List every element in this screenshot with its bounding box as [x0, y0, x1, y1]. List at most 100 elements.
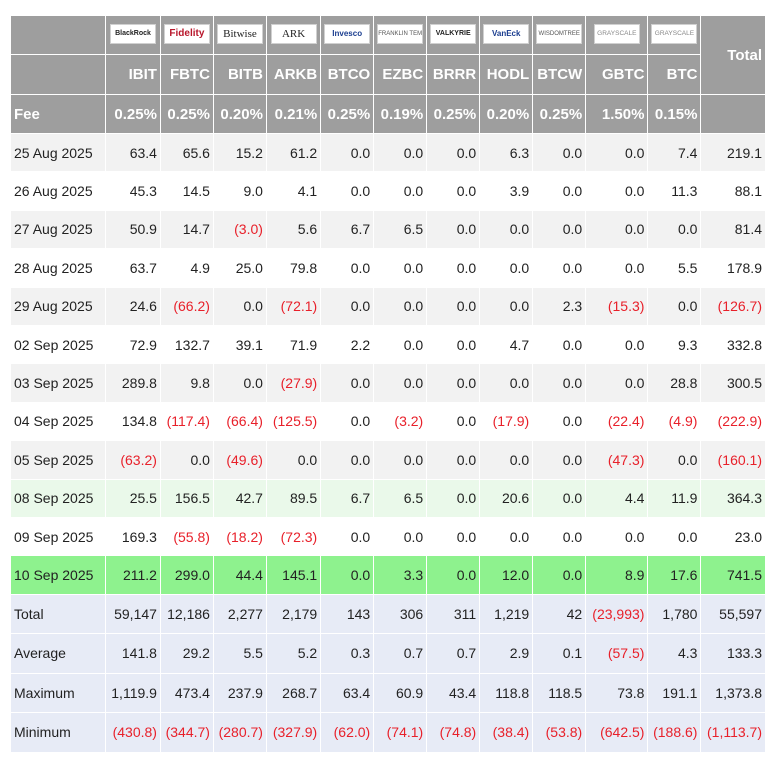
summary-value-cell: 5.5 [212, 633, 267, 674]
table-row: 26 Aug 2025 45.3 14.5 9.0 4.1 0.0 0.0 0.0 3.9 0.0… [9, 171, 766, 211]
issuer-logo-row: BlackRock Fidelity Bitwise ARK Invesco FRANKL… [9, 15, 766, 95]
flow-value-cell: 0.0 [320, 132, 375, 173]
flow-value-cell: (15.3) [585, 286, 649, 326]
summary-label: Total [9, 593, 107, 635]
bitwise-logo: Bitwise [216, 23, 263, 44]
flow-value-cell: 0.0 [585, 248, 649, 288]
date-cell: 09 Sep 2025 [9, 516, 107, 557]
flow-value-cell: 0.0 [426, 363, 481, 403]
flow-value-cell: 0.0 [585, 132, 649, 173]
flow-value-cell: 11.3 [647, 171, 702, 211]
flow-value-cell: 0.0 [373, 286, 428, 326]
flow-value-cell: 0.0 [159, 440, 214, 480]
summary-value-cell: (57.5) [585, 633, 649, 674]
flow-value-cell: 6.7 [320, 478, 375, 518]
flow-value-cell: (3.2) [373, 401, 428, 442]
flow-value-cell: (55.8) [159, 516, 214, 557]
summary-value-cell: 473.4 [159, 672, 214, 714]
flow-value-cell: 28.8 [647, 363, 702, 403]
flow-value-cell: 145.1 [265, 555, 322, 595]
flow-value-cell: (63.2) [105, 440, 161, 480]
ticker-header: BTCW [532, 54, 587, 95]
flow-value-cell: 0.0 [479, 248, 534, 288]
summary-value-cell: 143 [320, 593, 375, 635]
summary-value-cell: 1,119.9 [105, 672, 161, 714]
flow-value-cell: 39.1 [212, 324, 267, 365]
table-row: 28 Aug 2025 63.7 4.9 25.0 79.8 0.0 0.0 0.0 0.0 0.… [9, 248, 766, 288]
summary-value-cell: 12,186 [159, 593, 214, 635]
fidelity-logo: Fidelity [163, 23, 210, 44]
flow-value-cell: 0.0 [373, 324, 428, 365]
flow-value-cell: 0.0 [532, 478, 587, 518]
flow-value-cell: 0.0 [426, 286, 481, 326]
flow-value-cell: 134.8 [105, 401, 161, 442]
flow-value-cell: 0.0 [532, 171, 587, 211]
flow-value-cell: 14.7 [159, 209, 214, 250]
flow-value-cell: 0.0 [532, 440, 587, 480]
flow-value-cell: 9.8 [159, 363, 214, 403]
table-row: 27 Aug 2025 50.9 14.7 (3.0) 5.6 6.7 6.5 0.0 0.0 0… [9, 209, 766, 250]
flow-value-cell: 299.0 [159, 555, 214, 595]
flow-value-cell: 88.1 [700, 171, 766, 211]
flow-value-cell: 3.3 [373, 555, 428, 595]
flow-value-cell: 25.0 [212, 248, 267, 288]
flow-value-cell: 81.4 [700, 209, 766, 250]
flow-value-cell: 0.0 [585, 209, 649, 250]
flow-value-cell: 289.8 [105, 363, 161, 403]
flow-value-cell: 0.0 [532, 324, 587, 365]
corner-cell [9, 54, 107, 95]
flow-value-cell: 17.6 [647, 555, 702, 595]
flow-value-cell: 50.9 [105, 209, 161, 250]
fee-cell: 0.15% [647, 94, 702, 134]
flow-value-cell: 0.0 [320, 440, 375, 480]
summary-value-cell: 311 [426, 593, 481, 635]
summary-value-cell: 1,219 [479, 593, 534, 635]
flow-value-cell: 0.0 [585, 363, 649, 403]
flow-value-cell: 9.3 [647, 324, 702, 365]
flow-value-cell: (160.1) [700, 440, 766, 480]
flow-value-cell: 2.2 [320, 324, 375, 365]
fee-cell: 1.50% [585, 94, 649, 134]
flow-value-cell: (66.2) [159, 286, 214, 326]
vaneck-logo: VanEck [483, 23, 530, 44]
summary-value-cell: 0.7 [373, 633, 428, 674]
fee-cell: 0.25% [426, 94, 481, 134]
flow-value-cell: (27.9) [265, 363, 322, 403]
summary-value-cell: 55,597 [700, 593, 766, 635]
etf-flows-table-container: BlackRock Fidelity Bitwise ARK Invesco FRANKL… [9, 15, 766, 753]
flow-value-cell: 25.5 [105, 478, 161, 518]
flow-value-cell: 0.0 [479, 286, 534, 326]
summary-value-cell: 4.3 [647, 633, 702, 674]
flow-value-cell: 0.0 [320, 363, 375, 403]
summary-value-cell: (280.7) [212, 712, 267, 753]
flow-value-cell: 14.5 [159, 171, 214, 211]
ticker-header: GBTC [585, 54, 649, 95]
summary-value-cell: 59,147 [105, 593, 161, 635]
flow-value-cell: (3.0) [212, 209, 267, 250]
summary-value-cell: 141.8 [105, 633, 161, 674]
summary-value-cell: 42 [532, 593, 587, 635]
flow-value-cell: (72.3) [265, 516, 322, 557]
date-cell: 08 Sep 2025 [9, 478, 107, 518]
invesco-logo: Invesco [324, 23, 371, 44]
summary-value-cell: (53.8) [532, 712, 587, 753]
flow-value-cell: 0.0 [532, 555, 587, 595]
flow-value-cell: (17.9) [479, 401, 534, 442]
table-row: 05 Sep 2025 (63.2) 0.0 (49.6) 0.0 0.0 0.0 0.0 0.… [9, 440, 766, 480]
issuer-logo-cell: GRAYSCALE [585, 15, 649, 55]
issuer-logo-cell: GRAYSCALE [647, 15, 702, 55]
ticker-header: HODL [479, 54, 534, 95]
summary-rows: Total 59,147 12,186 2,277 2,179 143 306 311 1,21… [9, 593, 766, 753]
flow-value-cell: 0.0 [532, 248, 587, 288]
ticker-header: BTC [647, 54, 702, 95]
flow-value-cell: 0.0 [532, 209, 587, 250]
date-cell: 28 Aug 2025 [9, 248, 107, 288]
summary-value-cell: 306 [373, 593, 428, 635]
ticker-header: FBTC [159, 54, 214, 95]
summary-value-cell: (1,113.7) [700, 712, 766, 753]
flow-value-cell: 5.6 [265, 209, 322, 250]
summary-row: Total 59,147 12,186 2,277 2,179 143 306 311 1,21… [9, 593, 766, 635]
issuer-logo-cell: ARK [265, 15, 322, 55]
flow-value-cell: 7.4 [647, 132, 702, 173]
flow-value-cell: 11.9 [647, 478, 702, 518]
